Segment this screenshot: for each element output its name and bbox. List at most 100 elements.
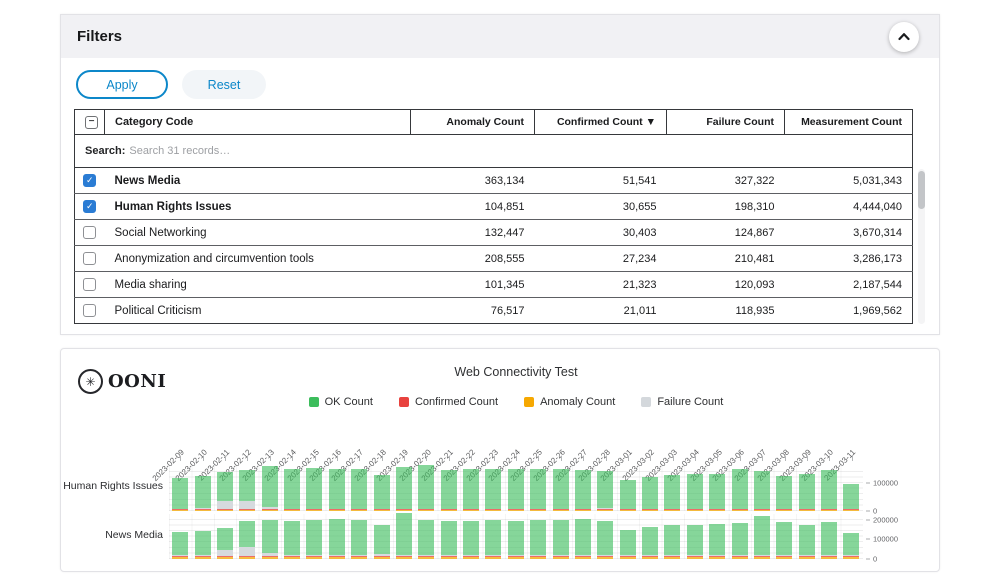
stacked-bar[interactable]	[843, 533, 860, 559]
stacked-bar[interactable]	[172, 532, 189, 559]
row-checkbox[interactable]	[83, 252, 97, 265]
stacked-bar[interactable]	[485, 468, 502, 511]
stacked-bar[interactable]	[530, 520, 547, 559]
stacked-bar[interactable]	[574, 469, 591, 511]
column-header[interactable]: Anomaly Count	[410, 109, 535, 135]
date-axis: 2023-02-092023-02-102023-02-112023-02-12…	[151, 349, 863, 483]
stacked-bar[interactable]	[194, 531, 211, 559]
checkbox-cell[interactable]	[74, 271, 105, 298]
row-checkbox[interactable]	[83, 278, 97, 291]
stacked-bar[interactable]	[351, 520, 368, 559]
stacked-bar[interactable]	[306, 519, 323, 559]
stacked-bar[interactable]	[328, 468, 345, 511]
row-checkbox[interactable]: ✓	[83, 200, 97, 213]
stacked-bar[interactable]	[776, 521, 793, 559]
stacked-bar[interactable]	[306, 468, 323, 511]
bar-segment-failure	[597, 508, 614, 509]
stacked-bar[interactable]	[418, 519, 435, 559]
legend-label: Failure Count	[657, 396, 724, 408]
table-scrollbar-thumb[interactable]	[918, 171, 925, 209]
table-row[interactable]: ✓ News Media 363,134 51,541 327,322 5,031,343	[74, 167, 913, 194]
stacked-bar[interactable]	[284, 468, 301, 511]
stacked-bar[interactable]	[463, 468, 480, 511]
column-header[interactable]: Confirmed Count ▼	[534, 109, 667, 135]
stacked-bar[interactable]	[709, 473, 726, 511]
stacked-bar[interactable]	[686, 474, 703, 511]
legend-item[interactable]: Failure Count	[641, 396, 723, 408]
table-row[interactable]: Social Networking 132,447 30,403 124,867 3,6…	[74, 219, 913, 246]
row-checkbox[interactable]	[83, 304, 97, 317]
stacked-bar[interactable]	[216, 472, 233, 511]
stacked-bar[interactable]	[239, 520, 256, 559]
stacked-bar[interactable]	[284, 521, 301, 559]
stacked-bar[interactable]	[172, 477, 189, 511]
stacked-bar[interactable]	[507, 520, 524, 559]
stacked-bar[interactable]	[798, 473, 815, 511]
stacked-bar[interactable]	[642, 526, 659, 559]
select-all-checkbox[interactable]: −	[85, 115, 98, 129]
reset-button[interactable]: Reset	[182, 70, 266, 99]
stacked-bar[interactable]	[642, 477, 659, 511]
stacked-bar[interactable]	[261, 466, 278, 511]
stacked-bar[interactable]	[507, 468, 524, 511]
stacked-bar[interactable]	[261, 519, 278, 559]
stacked-bar[interactable]	[373, 475, 390, 511]
table-row[interactable]: ✓ Human Rights Issues 104,851 30,655 198,310…	[74, 193, 913, 220]
stacked-bar[interactable]	[351, 469, 368, 511]
stacked-bar[interactable]	[395, 513, 412, 559]
stacked-bar[interactable]	[597, 520, 614, 559]
stacked-bar[interactable]	[798, 525, 815, 559]
stacked-bar[interactable]	[530, 468, 547, 511]
stacked-bar[interactable]	[821, 469, 838, 511]
legend-item[interactable]: OK Count	[308, 396, 373, 408]
stacked-bar[interactable]	[686, 524, 703, 559]
checkbox-cell[interactable]: ✓	[74, 193, 105, 220]
stacked-bar[interactable]	[619, 529, 636, 559]
stacked-bar[interactable]	[440, 521, 457, 559]
legend-item[interactable]: Anomaly Count	[524, 396, 615, 408]
checkbox-cell[interactable]	[74, 219, 105, 246]
stacked-bar[interactable]	[485, 520, 502, 559]
bar-segment-confirmed	[328, 555, 345, 557]
stacked-bar[interactable]	[194, 475, 211, 511]
stacked-bar[interactable]	[664, 475, 681, 511]
stacked-bar[interactable]	[753, 471, 770, 511]
stacked-bar[interactable]	[395, 466, 412, 511]
stacked-bar[interactable]	[328, 519, 345, 559]
stacked-bar[interactable]	[574, 519, 591, 559]
stacked-bar[interactable]	[843, 483, 860, 511]
checkbox-cell[interactable]: ✓	[74, 167, 105, 194]
stacked-bar[interactable]	[776, 475, 793, 511]
stacked-bar[interactable]	[463, 520, 480, 559]
stacked-bar[interactable]	[709, 524, 726, 559]
stacked-bar[interactable]	[753, 516, 770, 559]
row-checkbox[interactable]: ✓	[83, 174, 97, 187]
column-header[interactable]: Category Code	[104, 109, 411, 135]
table-row[interactable]: Political Criticism 76,517 21,011 118,935 1,…	[74, 297, 913, 324]
search-input[interactable]	[129, 145, 450, 157]
stacked-bar[interactable]	[552, 469, 569, 511]
stacked-bar[interactable]	[418, 464, 435, 511]
table-row[interactable]: Media sharing 101,345 21,323 120,093 2,187,5…	[74, 271, 913, 298]
stacked-bar[interactable]	[821, 522, 838, 559]
stacked-bar[interactable]	[239, 470, 256, 511]
stacked-bar[interactable]	[619, 480, 636, 511]
stacked-bar[interactable]	[664, 525, 681, 559]
stacked-bar[interactable]	[731, 523, 748, 559]
column-header[interactable]: Failure Count	[666, 109, 785, 135]
stacked-bar[interactable]	[373, 525, 390, 559]
stacked-bar[interactable]	[597, 470, 614, 511]
table-row[interactable]: Anonymization and circumvention tools 208…	[74, 245, 913, 272]
stacked-bar[interactable]	[731, 468, 748, 511]
bar-segment-failure	[798, 554, 815, 556]
row-checkbox[interactable]	[83, 226, 97, 239]
stacked-bar[interactable]	[216, 528, 233, 559]
checkbox-cell[interactable]	[74, 245, 105, 272]
stacked-bar[interactable]	[440, 469, 457, 511]
collapse-filters-button[interactable]	[889, 21, 919, 52]
column-header[interactable]: Measurement Count	[784, 109, 913, 135]
legend-item[interactable]: Confirmed Count	[398, 396, 498, 408]
stacked-bar[interactable]	[552, 519, 569, 559]
apply-button[interactable]: Apply	[76, 70, 168, 99]
checkbox-cell[interactable]	[74, 297, 105, 324]
